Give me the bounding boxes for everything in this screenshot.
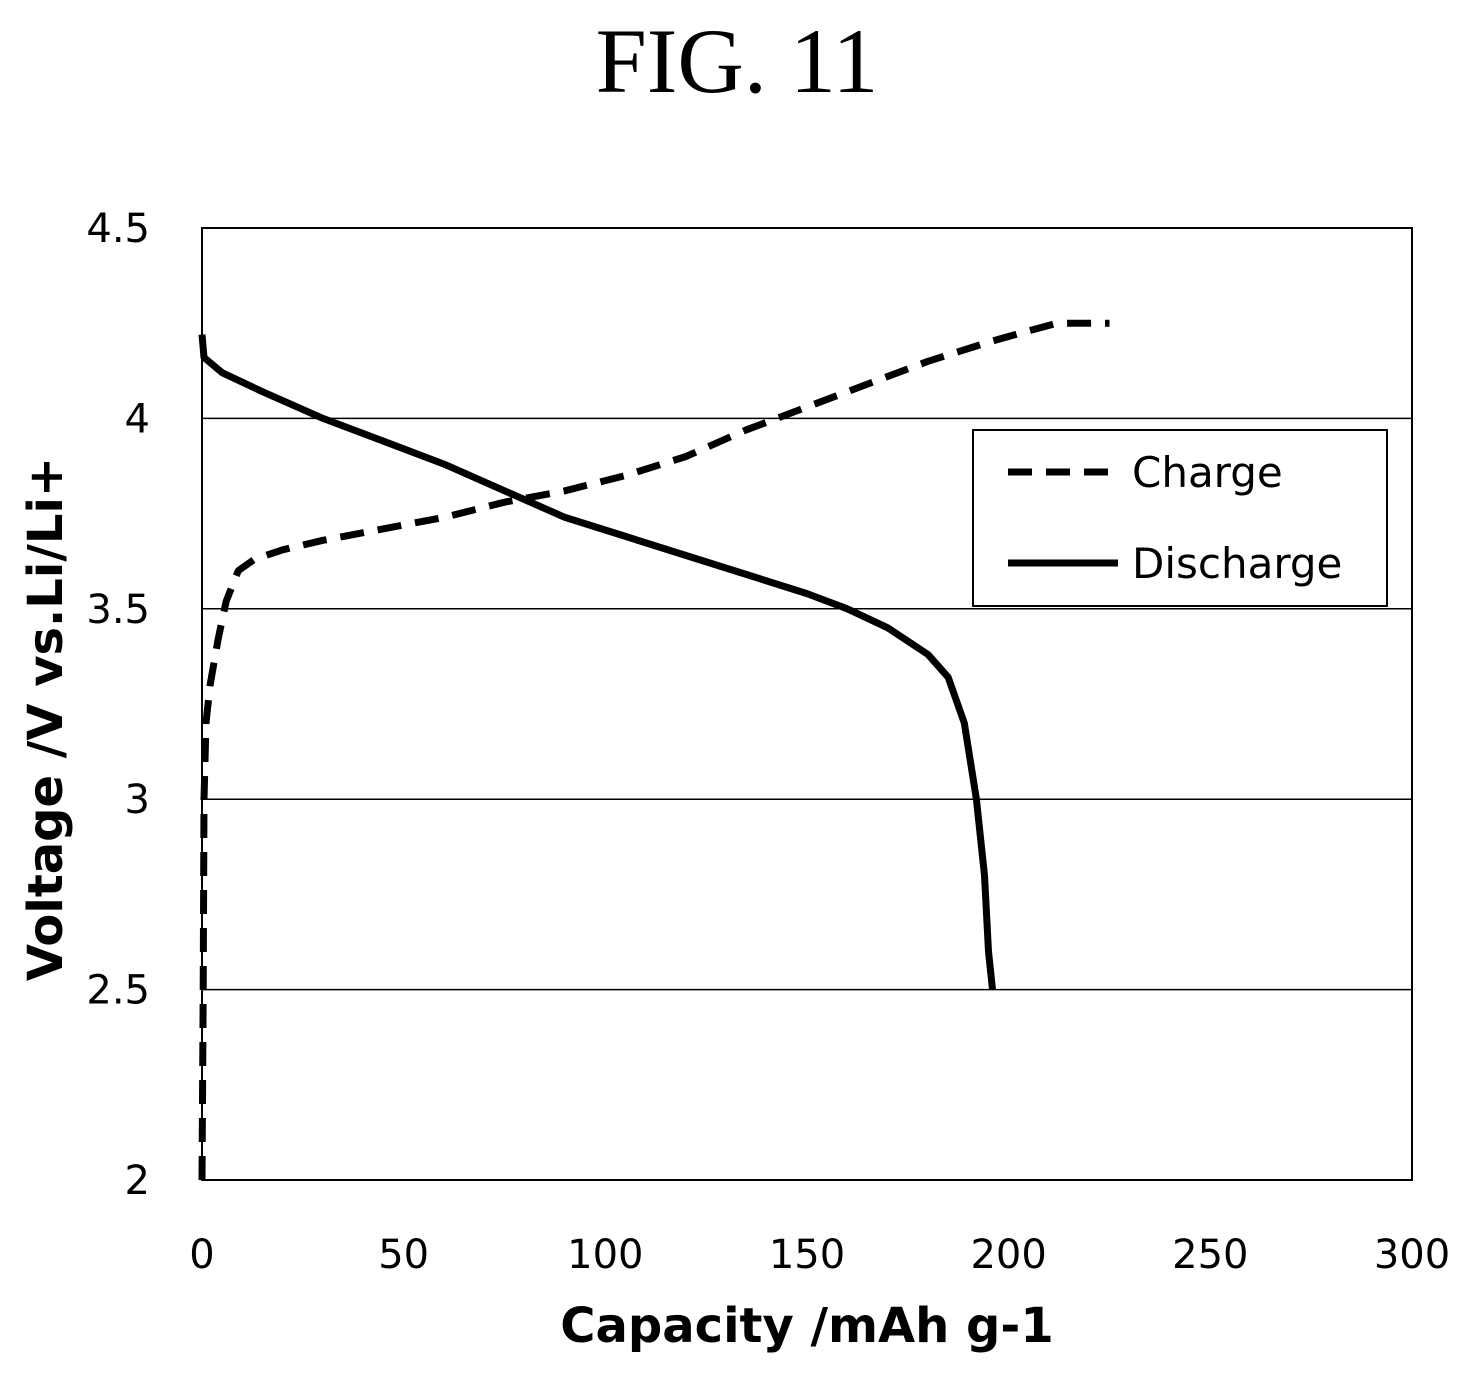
x-tick-label: 0	[189, 1232, 214, 1278]
legend: Charge Discharge	[972, 429, 1388, 607]
x-axis-ticks: 0 50 100 150 200 250 300	[189, 1232, 1450, 1278]
series-lines	[198, 319, 1110, 1181]
figure-title: FIG. 11	[595, 10, 879, 112]
x-tick-label: 250	[1172, 1232, 1248, 1278]
plot-area	[201, 227, 1413, 1181]
grid-lines	[202, 417, 1412, 991]
series-line-discharge	[198, 334, 996, 990]
x-axis-label: Capacity /mAh g-1	[560, 1298, 1053, 1354]
y-tick-label: 2	[125, 1158, 150, 1204]
x-tick-label: 50	[378, 1232, 429, 1278]
x-tick-label: 200	[970, 1232, 1046, 1278]
x-tick-label: 100	[567, 1232, 643, 1278]
y-tick-label: 4	[125, 396, 150, 442]
series-line-charge	[198, 319, 1110, 1181]
legend-label-charge: Charge	[1132, 448, 1283, 497]
y-tick-label: 3	[125, 777, 150, 823]
y-tick-label: 3.5	[86, 587, 150, 633]
y-tick-label: 4.5	[86, 206, 150, 252]
y-axis-ticks: 2 2.5 3 3.5 4 4.5	[86, 206, 150, 1204]
x-tick-label: 150	[769, 1232, 845, 1278]
y-axis-label: Voltage /V vs.Li/Li+	[18, 457, 74, 981]
legend-label-discharge: Discharge	[1132, 539, 1342, 588]
y-tick-label: 2.5	[86, 968, 150, 1014]
x-tick-label: 300	[1374, 1232, 1450, 1278]
legend-box	[972, 429, 1388, 607]
